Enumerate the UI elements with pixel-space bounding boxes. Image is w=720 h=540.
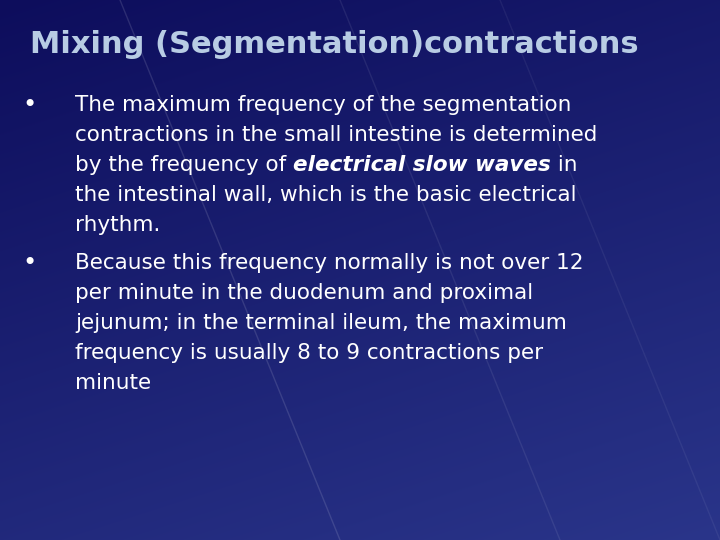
Text: by the frequency of: by the frequency of bbox=[75, 155, 293, 175]
Text: rhythm.: rhythm. bbox=[75, 215, 161, 235]
Text: Because this frequency normally is not over 12: Because this frequency normally is not o… bbox=[75, 253, 583, 273]
Text: in: in bbox=[551, 155, 577, 175]
Text: contractions in the small intestine is determined: contractions in the small intestine is d… bbox=[75, 125, 598, 145]
Text: frequency is usually 8 to 9 contractions per: frequency is usually 8 to 9 contractions… bbox=[75, 343, 543, 363]
Text: the intestinal wall, which is the basic electrical: the intestinal wall, which is the basic … bbox=[75, 185, 577, 205]
Text: •: • bbox=[22, 93, 36, 117]
Text: minute: minute bbox=[75, 373, 151, 393]
Text: The maximum frequency of the segmentation: The maximum frequency of the segmentatio… bbox=[75, 95, 572, 115]
Text: Mixing (Segmentation)contractions: Mixing (Segmentation)contractions bbox=[30, 30, 639, 59]
Text: •: • bbox=[22, 251, 36, 275]
Text: per minute in the duodenum and proximal: per minute in the duodenum and proximal bbox=[75, 283, 533, 303]
Text: electrical slow waves: electrical slow waves bbox=[293, 155, 551, 175]
Text: jejunum; in the terminal ileum, the maximum: jejunum; in the terminal ileum, the maxi… bbox=[75, 313, 567, 333]
